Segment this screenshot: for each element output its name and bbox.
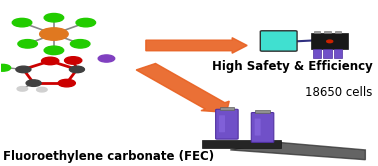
Bar [314, 31, 320, 33]
Circle shape [44, 13, 64, 22]
Circle shape [18, 40, 37, 48]
FancyArrow shape [146, 38, 247, 53]
Bar [334, 49, 342, 58]
FancyBboxPatch shape [219, 115, 225, 132]
FancyBboxPatch shape [260, 31, 297, 51]
Circle shape [76, 18, 96, 27]
Bar [323, 49, 332, 58]
Circle shape [40, 28, 68, 40]
Text: High Safety & Efficiency: High Safety & Efficiency [212, 60, 373, 73]
Circle shape [98, 55, 115, 62]
Circle shape [58, 79, 75, 87]
Circle shape [26, 80, 41, 86]
Circle shape [42, 57, 59, 65]
FancyArrow shape [136, 63, 229, 112]
Bar [311, 33, 349, 49]
Circle shape [37, 87, 47, 92]
Bar [220, 107, 234, 110]
Circle shape [12, 18, 32, 27]
Circle shape [17, 86, 28, 91]
Circle shape [16, 66, 31, 73]
Bar [335, 31, 341, 33]
Text: 18650 cells: 18650 cells [305, 86, 373, 99]
Circle shape [70, 66, 84, 73]
Circle shape [70, 40, 90, 48]
Circle shape [65, 57, 82, 64]
Bar [256, 110, 270, 113]
Circle shape [0, 64, 11, 71]
Bar [202, 140, 281, 148]
Circle shape [44, 46, 64, 55]
FancyBboxPatch shape [215, 109, 238, 139]
Polygon shape [230, 142, 366, 160]
Circle shape [327, 40, 333, 43]
Bar [324, 31, 331, 33]
FancyBboxPatch shape [255, 119, 261, 136]
Bar [313, 49, 321, 58]
FancyBboxPatch shape [251, 113, 274, 142]
Text: Fluoroethylene carbonate (FEC): Fluoroethylene carbonate (FEC) [3, 150, 214, 163]
